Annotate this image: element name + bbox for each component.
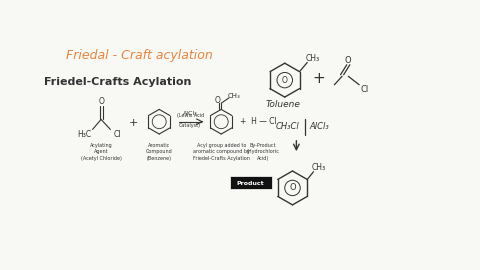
Text: Acyl group added to
aromatic compound by
Friedel-Crafts Acylation: Acyl group added to aromatic compound by… (193, 143, 250, 161)
Text: Friedal - Craft acylation: Friedal - Craft acylation (66, 49, 213, 62)
Text: O: O (215, 96, 220, 105)
Text: AlCl₃: AlCl₃ (183, 111, 197, 116)
Text: CH₃Cl: CH₃Cl (276, 122, 299, 131)
Text: By-Product
(Hydrochloric
Acid): By-Product (Hydrochloric Acid) (247, 143, 279, 161)
Text: Catalyst): Catalyst) (179, 123, 201, 128)
Text: Toluene: Toluene (265, 100, 300, 109)
Text: Cl: Cl (360, 85, 369, 94)
Text: CH₃: CH₃ (228, 93, 241, 99)
Text: CH₃: CH₃ (312, 163, 326, 173)
Text: H₃C: H₃C (78, 130, 92, 139)
Text: O: O (99, 97, 105, 106)
Text: Friedel-Crafts Acylation: Friedel-Crafts Acylation (45, 77, 192, 87)
Text: +: + (312, 71, 325, 86)
Text: Acylating
Agent
(Acetyl Chloride): Acylating Agent (Acetyl Chloride) (81, 143, 121, 161)
Text: (Lewis Acid: (Lewis Acid (177, 113, 204, 118)
Text: Cl: Cl (114, 130, 121, 139)
Text: O: O (345, 56, 352, 65)
Text: O: O (282, 76, 288, 85)
Text: Aromatic
Compound
(Benzene): Aromatic Compound (Benzene) (146, 143, 173, 161)
Text: CH₃: CH₃ (306, 54, 320, 63)
Text: O: O (289, 183, 296, 193)
Text: +: + (129, 118, 138, 128)
Text: AlCl₃: AlCl₃ (310, 122, 329, 131)
Text: +  H — Cl: + H — Cl (240, 117, 276, 126)
FancyBboxPatch shape (230, 176, 272, 189)
Text: Product: Product (237, 181, 264, 186)
